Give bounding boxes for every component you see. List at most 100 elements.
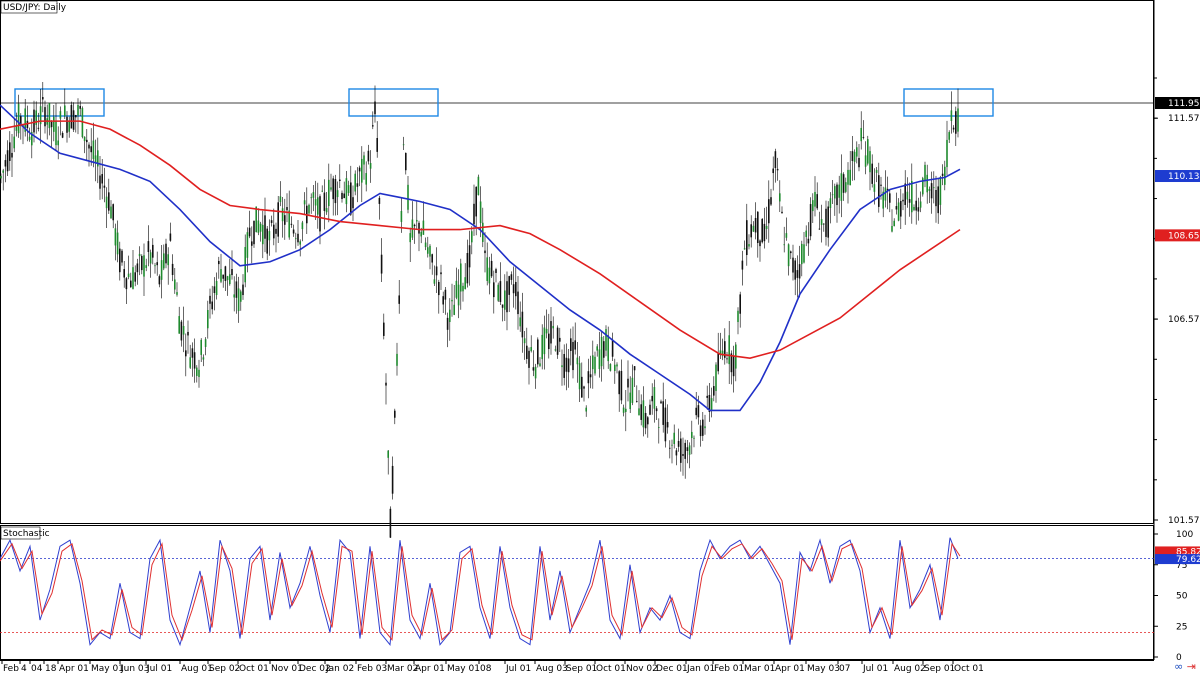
candle xyxy=(853,149,856,181)
candle xyxy=(559,327,561,353)
x-tick-label: 07 xyxy=(839,664,850,674)
candle xyxy=(185,333,187,377)
ma-red-line xyxy=(0,120,961,360)
candle xyxy=(737,307,739,335)
x-tick-label: Aug 02 xyxy=(894,664,926,674)
candle xyxy=(180,319,183,347)
candle xyxy=(906,177,909,208)
stoch-tick-label: 75 xyxy=(1176,561,1187,571)
candle xyxy=(818,211,821,230)
candle xyxy=(167,247,169,285)
candle xyxy=(473,184,475,236)
candle xyxy=(468,230,471,286)
y-tick-label: 101.573 xyxy=(1168,516,1200,526)
candle xyxy=(440,264,442,290)
candle xyxy=(112,203,114,229)
candle xyxy=(442,291,444,314)
candle xyxy=(55,102,57,151)
candle xyxy=(724,328,726,365)
candle xyxy=(950,91,953,134)
candle xyxy=(462,282,464,302)
x-tick-label: Dec 01 xyxy=(656,664,688,674)
main-price-layer xyxy=(0,82,1154,538)
candle xyxy=(332,175,334,216)
main-panel-frame xyxy=(0,0,1154,524)
candle xyxy=(746,203,748,266)
candle xyxy=(847,162,849,204)
candle xyxy=(506,271,508,331)
candle xyxy=(673,424,675,449)
candle xyxy=(286,193,288,223)
y-tick-label: 111.573 xyxy=(1168,114,1200,124)
candle xyxy=(4,154,7,183)
candle xyxy=(66,111,68,143)
candle xyxy=(651,383,653,415)
candle xyxy=(387,449,389,475)
candle xyxy=(895,192,898,215)
candle xyxy=(541,324,543,370)
candle xyxy=(770,188,772,206)
candle xyxy=(721,338,724,361)
candle xyxy=(218,256,220,279)
candle xyxy=(919,191,922,213)
stoch-value-tag: 79.62 xyxy=(1176,555,1200,565)
candle xyxy=(174,268,176,294)
candle xyxy=(543,315,546,370)
ma-red-price-tag-bg xyxy=(1155,229,1200,242)
candle xyxy=(528,347,530,385)
candle xyxy=(226,275,229,296)
candle xyxy=(418,220,420,252)
candle xyxy=(92,122,95,168)
highlight-box-2 xyxy=(903,88,994,117)
candle xyxy=(607,326,609,369)
candle xyxy=(603,335,605,370)
candle xyxy=(141,254,143,275)
candle xyxy=(171,254,174,282)
candle xyxy=(889,189,891,213)
x-tick-label: Aug 03 xyxy=(536,664,568,674)
candle xyxy=(823,223,825,232)
candle xyxy=(374,85,376,123)
x-tick-label: Feb 03 xyxy=(357,664,387,674)
candle xyxy=(576,342,579,383)
link-icon[interactable]: ∞ xyxy=(1174,660,1184,673)
stochastic-title-bg xyxy=(0,526,41,540)
toolbar-icons[interactable]: ∞ ⇥ xyxy=(1174,660,1196,673)
candle xyxy=(77,98,79,135)
candle xyxy=(827,201,829,247)
candle xyxy=(398,280,400,314)
candle xyxy=(110,200,112,219)
candle xyxy=(873,168,876,205)
arrow-right-icon[interactable]: ⇥ xyxy=(1186,660,1196,673)
candle xyxy=(501,304,504,322)
x-tick-label: Jan 02 xyxy=(325,664,354,674)
candle xyxy=(28,127,31,142)
candle xyxy=(809,197,812,241)
candle xyxy=(825,200,827,246)
candle xyxy=(429,244,431,270)
candle xyxy=(198,359,200,388)
candle xyxy=(196,365,198,383)
candle xyxy=(385,373,387,405)
candle xyxy=(457,269,460,319)
candle xyxy=(308,203,310,216)
candle xyxy=(270,215,273,227)
candle xyxy=(693,435,695,448)
candle xyxy=(539,357,541,368)
candle xyxy=(108,178,110,215)
candle xyxy=(11,134,13,177)
candle xyxy=(675,448,678,466)
candle xyxy=(224,265,227,291)
candle xyxy=(765,206,768,240)
ma-red-price-tag: 108.657 xyxy=(1168,231,1200,241)
x-tick-label: Nov 02 xyxy=(626,664,658,674)
candle xyxy=(86,129,88,161)
candle xyxy=(189,344,191,370)
candle xyxy=(625,390,627,432)
x-tick-label: 4 xyxy=(21,664,27,674)
candle xyxy=(924,161,926,188)
candle xyxy=(341,190,343,203)
candle xyxy=(64,88,66,120)
candle xyxy=(900,188,902,229)
candle xyxy=(15,112,18,137)
